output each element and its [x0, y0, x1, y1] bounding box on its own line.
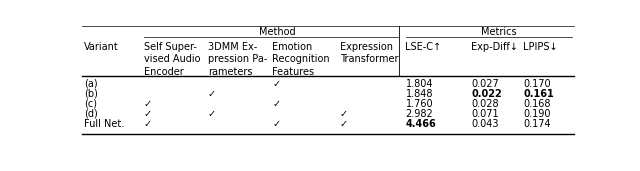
Text: Exp-Diff↓: Exp-Diff↓ — [472, 42, 518, 52]
Text: ✓: ✓ — [272, 79, 280, 89]
Text: Expression
Transformer: Expression Transformer — [340, 42, 398, 64]
Text: LSE-C↑: LSE-C↑ — [406, 42, 442, 52]
Text: 0.022: 0.022 — [472, 89, 502, 99]
Text: Metrics: Metrics — [481, 27, 516, 37]
Text: 4.466: 4.466 — [406, 119, 436, 129]
Text: Self Super-
vised Audio
Encoder: Self Super- vised Audio Encoder — [143, 42, 200, 77]
Text: (d): (d) — [84, 109, 98, 119]
Text: 0.027: 0.027 — [472, 79, 499, 89]
Text: ✓: ✓ — [143, 99, 152, 109]
Text: 0.168: 0.168 — [524, 99, 551, 109]
Text: Full Net.: Full Net. — [84, 119, 124, 129]
Text: 0.071: 0.071 — [472, 109, 499, 119]
Text: LPIPS↓: LPIPS↓ — [524, 42, 558, 52]
Text: Emotion
Recognition
Features: Emotion Recognition Features — [272, 42, 330, 77]
Text: (a): (a) — [84, 79, 97, 89]
Text: Method: Method — [259, 27, 296, 37]
Text: ✓: ✓ — [340, 119, 348, 129]
Text: 1.804: 1.804 — [406, 79, 433, 89]
Text: ✓: ✓ — [272, 119, 280, 129]
Text: 1.760: 1.760 — [406, 99, 433, 109]
Text: 0.161: 0.161 — [524, 89, 554, 99]
Text: 0.170: 0.170 — [524, 79, 551, 89]
Text: ✓: ✓ — [340, 109, 348, 119]
Text: ✓: ✓ — [208, 109, 216, 119]
Text: (c): (c) — [84, 99, 97, 109]
Text: ✓: ✓ — [143, 119, 152, 129]
Text: 2.982: 2.982 — [406, 109, 433, 119]
Text: 1.848: 1.848 — [406, 89, 433, 99]
Text: ✓: ✓ — [143, 109, 152, 119]
Text: ✓: ✓ — [272, 99, 280, 109]
Text: ✓: ✓ — [208, 89, 216, 99]
Text: 0.190: 0.190 — [524, 109, 551, 119]
Text: (b): (b) — [84, 89, 98, 99]
Text: 3DMM Ex-
pression Pa-
rameters: 3DMM Ex- pression Pa- rameters — [208, 42, 268, 77]
Text: 0.174: 0.174 — [524, 119, 551, 129]
Text: 0.043: 0.043 — [472, 119, 499, 129]
Text: Variant: Variant — [84, 42, 118, 52]
Text: 0.028: 0.028 — [472, 99, 499, 109]
